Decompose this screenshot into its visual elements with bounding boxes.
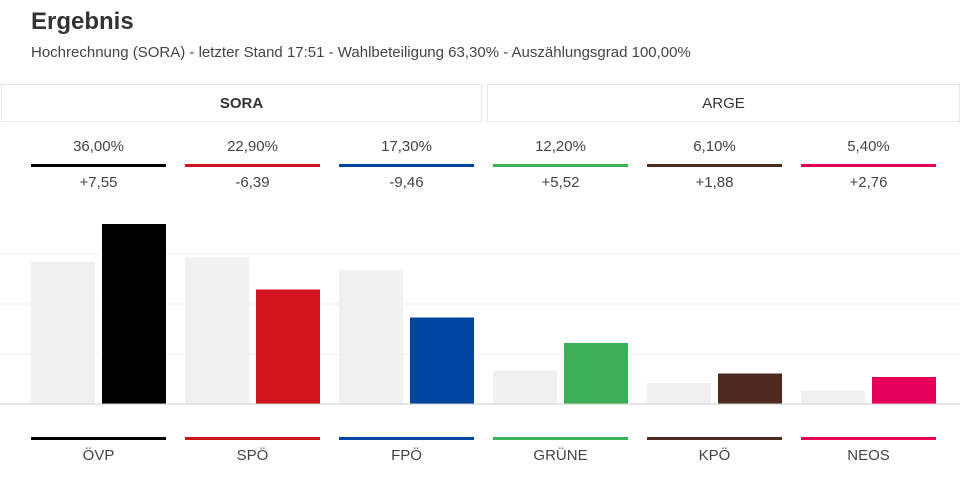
party-color-line bbox=[647, 164, 782, 167]
party-color-line bbox=[31, 437, 166, 440]
party-color-line bbox=[801, 164, 936, 167]
page-title: Ergebnis bbox=[31, 8, 134, 35]
current-bar bbox=[410, 317, 474, 404]
previous-bar bbox=[339, 270, 403, 404]
tab-sora[interactable]: SORA bbox=[1, 84, 482, 122]
value-label: 5,40% bbox=[847, 138, 890, 155]
category-label: ÖVP bbox=[82, 447, 115, 464]
party-color-line bbox=[647, 437, 782, 440]
bar-chart bbox=[0, 224, 960, 405]
category-label: NEOS bbox=[847, 447, 890, 464]
value-label: 17,30% bbox=[381, 138, 432, 155]
value-label: 36,00% bbox=[73, 138, 124, 155]
value-label: 6,10% bbox=[693, 138, 736, 155]
previous-bar bbox=[493, 370, 557, 404]
party-color-line bbox=[801, 437, 936, 440]
category-label: SPÖ bbox=[236, 447, 269, 464]
tab-arge[interactable]: ARGE bbox=[487, 84, 960, 122]
category-label: GRÜNE bbox=[533, 447, 588, 464]
current-bar bbox=[872, 377, 936, 404]
diff-label: +2,76 bbox=[849, 174, 888, 191]
category-label: FPÖ bbox=[391, 447, 422, 464]
party-color-line bbox=[493, 437, 628, 440]
party-color-line bbox=[493, 164, 628, 167]
previous-bar bbox=[185, 257, 249, 404]
party-color-line bbox=[339, 437, 474, 440]
current-bar bbox=[102, 224, 166, 404]
diff-label: -6,39 bbox=[235, 174, 270, 191]
diff-label: +7,55 bbox=[79, 174, 118, 191]
party-color-line bbox=[31, 164, 166, 167]
diff-label: -9,46 bbox=[389, 174, 424, 191]
category-label: KPÖ bbox=[698, 447, 731, 464]
previous-bar bbox=[31, 261, 95, 404]
subtitle: Hochrechnung (SORA) - letzter Stand 17:5… bbox=[31, 44, 691, 61]
diff-label: +1,88 bbox=[695, 174, 734, 191]
current-bar bbox=[256, 289, 320, 404]
value-label: 12,20% bbox=[535, 138, 586, 155]
value-label: 22,90% bbox=[227, 138, 278, 155]
party-color-line bbox=[339, 164, 474, 167]
previous-bar bbox=[801, 390, 865, 404]
previous-bar bbox=[647, 382, 711, 404]
diff-label: +5,52 bbox=[541, 174, 580, 191]
current-bar bbox=[718, 373, 782, 404]
current-bar bbox=[564, 343, 628, 404]
party-color-line bbox=[185, 437, 320, 440]
party-color-line bbox=[185, 164, 320, 167]
